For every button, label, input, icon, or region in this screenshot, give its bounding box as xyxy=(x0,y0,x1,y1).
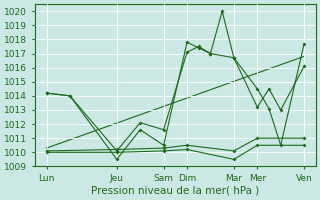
X-axis label: Pression niveau de la mer( hPa ): Pression niveau de la mer( hPa ) xyxy=(91,186,260,196)
